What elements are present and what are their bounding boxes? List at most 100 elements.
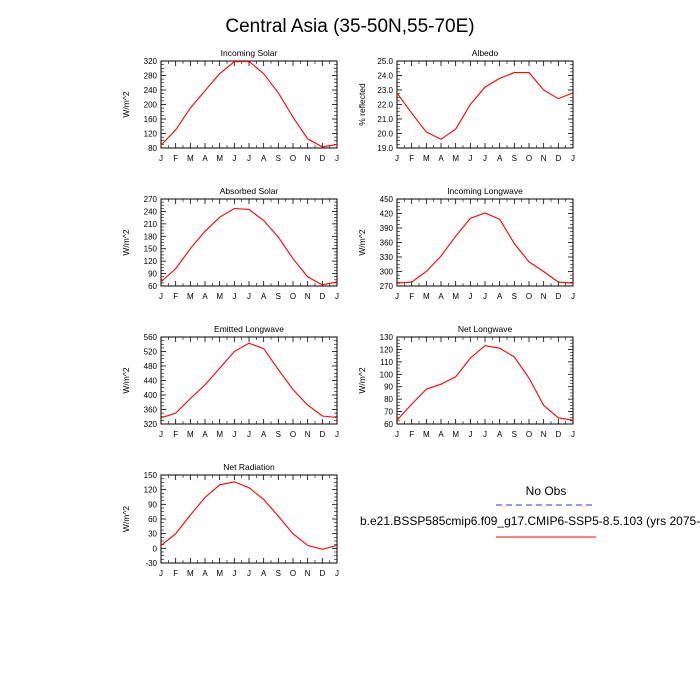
x-tick-label: N: [305, 154, 311, 163]
x-tick-label: D: [319, 292, 325, 301]
x-tick-label: J: [159, 292, 163, 301]
x-tick-label: J: [571, 430, 575, 439]
x-tick-label: M: [423, 292, 430, 301]
x-tick-label: A: [202, 569, 208, 578]
x-tick-label: J: [468, 292, 472, 301]
x-tick-label: O: [526, 292, 532, 301]
series-line: [396, 212, 574, 284]
y-tick-label: 320: [144, 420, 158, 429]
x-tick-label: M: [187, 569, 194, 578]
x-tick-label: A: [202, 292, 208, 301]
y-tick-label: 60: [384, 420, 393, 429]
x-tick-label: F: [409, 154, 414, 163]
x-tick-label: M: [452, 430, 459, 439]
y-tick-label: 330: [380, 253, 394, 262]
x-tick-label: N: [305, 430, 311, 439]
y-tick-label: 360: [380, 239, 394, 248]
x-tick-label: O: [290, 292, 296, 301]
x-tick-label: S: [276, 430, 281, 439]
y-tick-label: 90: [384, 383, 393, 392]
y-tick-label: 22.0: [377, 101, 393, 110]
panel-title: Incoming Longwave: [447, 186, 523, 196]
panel-title: Net Longwave: [458, 324, 513, 334]
x-tick-label: O: [526, 430, 532, 439]
x-tick-label: O: [290, 154, 296, 163]
y-tick-label: 150: [144, 471, 158, 480]
x-tick-label: F: [409, 292, 414, 301]
series-line: [160, 60, 338, 148]
y-axis-label: W/m^2: [121, 91, 131, 117]
panel-title: Emitted Longwave: [214, 324, 284, 334]
x-tick-label: J: [159, 154, 163, 163]
y-tick-label: 180: [144, 232, 158, 241]
y-tick-label: 120: [144, 257, 158, 266]
y-tick-label: 120: [144, 486, 158, 495]
y-tick-label: 360: [144, 406, 158, 415]
x-tick-label: N: [541, 430, 547, 439]
y-axis-label: W/m^2: [357, 367, 367, 393]
x-tick-label: A: [438, 292, 444, 301]
series-line: [160, 342, 338, 419]
x-tick-label: D: [319, 569, 325, 578]
plot-frame: [160, 60, 338, 149]
x-tick-label: D: [319, 430, 325, 439]
x-tick-label: O: [290, 430, 296, 439]
y-tick-label: 21.0: [377, 115, 393, 124]
y-tick-label: 440: [144, 377, 158, 386]
x-tick-label: J: [483, 430, 487, 439]
x-tick-label: F: [173, 154, 178, 163]
y-axis-label: % reflected: [357, 83, 367, 126]
y-tick-label: 400: [144, 391, 158, 400]
x-tick-label: F: [173, 430, 178, 439]
y-tick-label: 150: [144, 245, 158, 254]
y-tick-label: 390: [380, 224, 394, 233]
y-tick-label: 270: [380, 282, 394, 291]
x-tick-label: O: [526, 154, 532, 163]
x-tick-label: S: [512, 292, 517, 301]
x-tick-label: D: [555, 292, 561, 301]
series-line: [160, 481, 338, 550]
x-tick-label: M: [452, 154, 459, 163]
x-tick-label: D: [319, 154, 325, 163]
x-tick-label: M: [187, 430, 194, 439]
y-tick-label: 280: [144, 72, 158, 81]
y-tick-label: 520: [144, 348, 158, 357]
series-line: [396, 72, 574, 140]
x-tick-label: A: [438, 154, 444, 163]
x-tick-label: S: [276, 569, 281, 578]
x-tick-label: O: [290, 569, 296, 578]
x-tick-label: S: [276, 292, 281, 301]
y-tick-label: 70: [384, 408, 393, 417]
y-tick-label: 80: [384, 395, 393, 404]
x-tick-label: N: [305, 292, 311, 301]
plot-frame: [160, 336, 338, 425]
x-tick-label: J: [247, 569, 251, 578]
y-tick-label: 200: [144, 101, 158, 110]
x-tick-label: J: [395, 430, 399, 439]
y-tick-label: 210: [144, 220, 158, 229]
x-tick-label: J: [232, 569, 236, 578]
x-tick-label: A: [202, 430, 208, 439]
x-tick-label: N: [305, 569, 311, 578]
legend-model-label: b.e21.BSSP585cmip6.f09_g17.CMIP6-SSP5-8.…: [360, 514, 700, 528]
y-tick-label: 0: [153, 544, 158, 553]
y-tick-label: 420: [380, 210, 394, 219]
x-tick-label: J: [247, 154, 251, 163]
x-tick-label: J: [335, 292, 339, 301]
y-tick-label: 320: [144, 57, 158, 66]
y-tick-label: 130: [380, 333, 394, 342]
x-tick-label: J: [159, 569, 163, 578]
y-tick-label: 24.0: [377, 72, 393, 81]
y-tick-label: 300: [380, 268, 394, 277]
y-tick-label: 90: [148, 500, 157, 509]
plot-frame: [396, 336, 574, 425]
y-axis-label: W/m^2: [121, 229, 131, 255]
x-tick-label: D: [555, 154, 561, 163]
x-tick-label: J: [232, 430, 236, 439]
x-tick-label: J: [232, 292, 236, 301]
legend: No Obs b.e21.BSSP585cmip6.f09_g17.CMIP6-…: [360, 484, 700, 538]
x-tick-label: J: [571, 154, 575, 163]
